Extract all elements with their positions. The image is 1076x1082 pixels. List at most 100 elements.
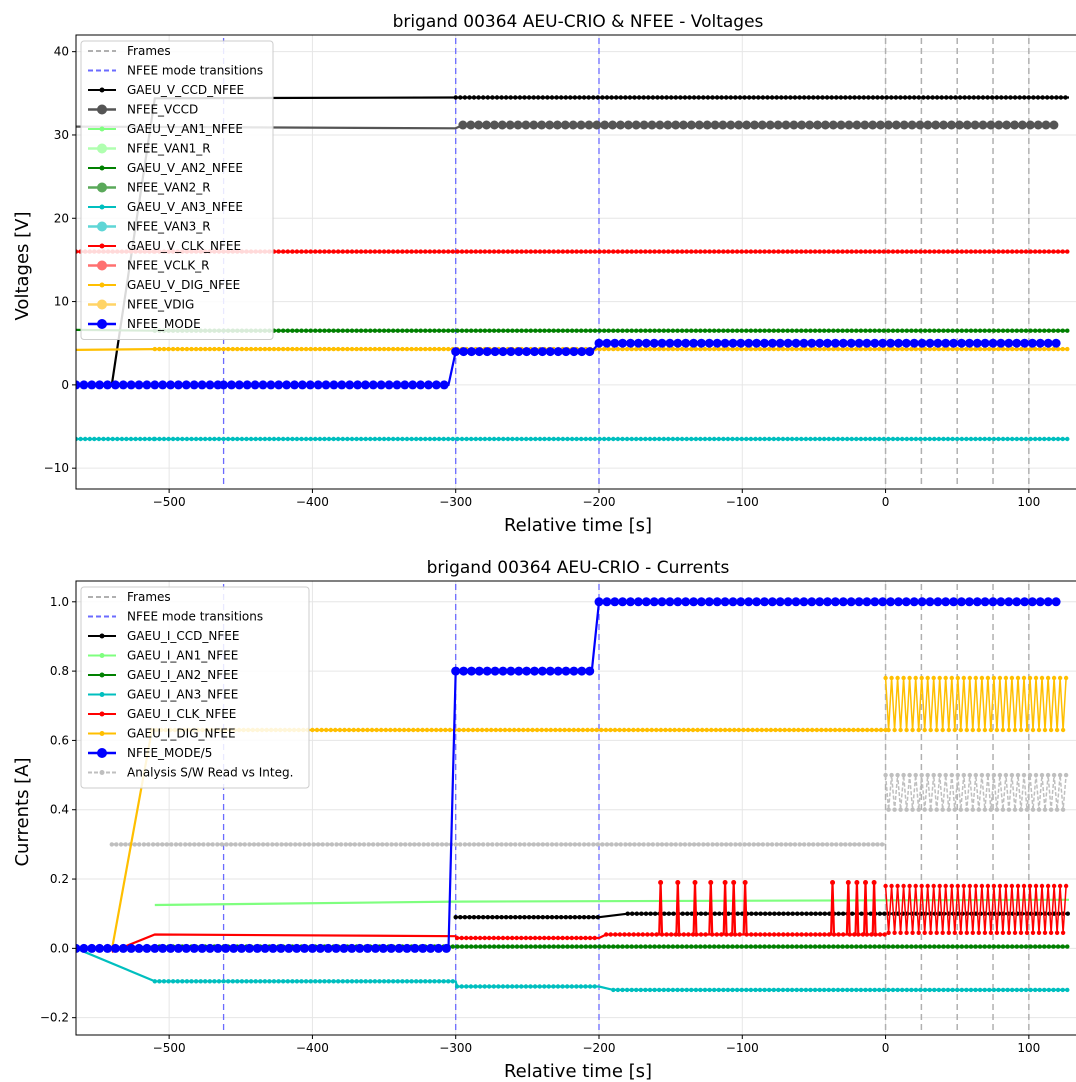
data-point (345, 328, 350, 333)
data-point (641, 95, 646, 100)
data-point (554, 95, 559, 100)
data-point (734, 249, 740, 254)
data-point (902, 95, 908, 100)
data-point (563, 915, 568, 920)
data-point (560, 328, 566, 333)
data-point (401, 727, 407, 733)
data-point (559, 842, 564, 847)
data-point (666, 346, 671, 352)
data-point (514, 249, 520, 254)
data-point (907, 95, 912, 100)
data-point (927, 328, 932, 333)
data-point (1054, 807, 1060, 812)
data-point (540, 95, 545, 100)
data-point (742, 880, 748, 886)
data-point (722, 880, 728, 886)
data-point (602, 597, 612, 607)
data-point (142, 380, 152, 390)
data-point (973, 328, 978, 333)
data-point (783, 95, 788, 100)
data-point (158, 943, 168, 953)
data-point (817, 944, 822, 949)
data-point (718, 727, 723, 733)
data-point (917, 338, 927, 348)
data-point (427, 979, 433, 984)
data-point (811, 842, 816, 847)
data-point (386, 943, 396, 953)
data-point (771, 346, 776, 352)
data-point (927, 249, 932, 254)
data-point (281, 249, 286, 254)
data-point (721, 944, 726, 949)
data-point (326, 249, 332, 254)
legend-marker (99, 770, 105, 775)
data-point (536, 95, 541, 100)
data-point (823, 727, 829, 733)
data-point (592, 944, 598, 949)
data-point (375, 842, 380, 847)
data-point (846, 597, 856, 607)
data-point (649, 338, 659, 348)
data-point (867, 346, 873, 352)
series-gaeu-v-dig-nfee (76, 346, 1070, 352)
data-point (577, 666, 587, 676)
data-point (675, 328, 680, 333)
data-point (386, 979, 391, 984)
data-point (673, 597, 683, 607)
data-point (545, 666, 555, 676)
data-point (928, 807, 933, 812)
data-point (933, 597, 943, 607)
data-point (733, 95, 738, 100)
data-point (1019, 346, 1024, 352)
data-point (702, 944, 708, 949)
data-point (785, 346, 790, 352)
data-point (736, 727, 741, 733)
data-point (760, 338, 769, 348)
data-point (212, 346, 217, 352)
data-point (565, 328, 570, 333)
data-point (781, 120, 791, 130)
data-point (838, 842, 844, 847)
data-point (595, 915, 600, 920)
data-point (954, 120, 964, 130)
data-point (568, 842, 573, 847)
data-point (487, 935, 492, 941)
data-point (624, 328, 630, 333)
data-point (414, 436, 419, 442)
data-point (872, 249, 877, 254)
data-point (161, 346, 167, 352)
data-point (659, 95, 665, 100)
data-point (256, 842, 261, 847)
data-point (953, 95, 958, 100)
data-point (913, 346, 919, 352)
data-point (606, 328, 611, 333)
data-point (785, 932, 790, 937)
data-point (531, 95, 536, 100)
data-point (577, 842, 582, 847)
data-point (808, 346, 813, 352)
data-point (661, 944, 666, 949)
data-point (976, 95, 981, 100)
data-point (707, 249, 712, 254)
data-point (1014, 346, 1019, 352)
data-point (795, 911, 800, 916)
data-point (776, 944, 781, 949)
data-point (501, 249, 506, 254)
data-point (968, 944, 974, 949)
data-point (239, 979, 245, 984)
data-point (345, 249, 350, 254)
data-point (1063, 772, 1069, 778)
data-point (657, 338, 667, 348)
data-point (563, 842, 568, 847)
data-point (485, 915, 490, 920)
data-point (198, 436, 203, 442)
data-point (173, 842, 179, 847)
data-point (1005, 436, 1010, 442)
data-point (870, 597, 880, 607)
data-point (630, 911, 635, 916)
data-point (849, 944, 854, 949)
data-point (877, 932, 883, 937)
data-point (434, 727, 439, 733)
series-oscillation (884, 677, 1067, 731)
data-point (1015, 772, 1021, 778)
